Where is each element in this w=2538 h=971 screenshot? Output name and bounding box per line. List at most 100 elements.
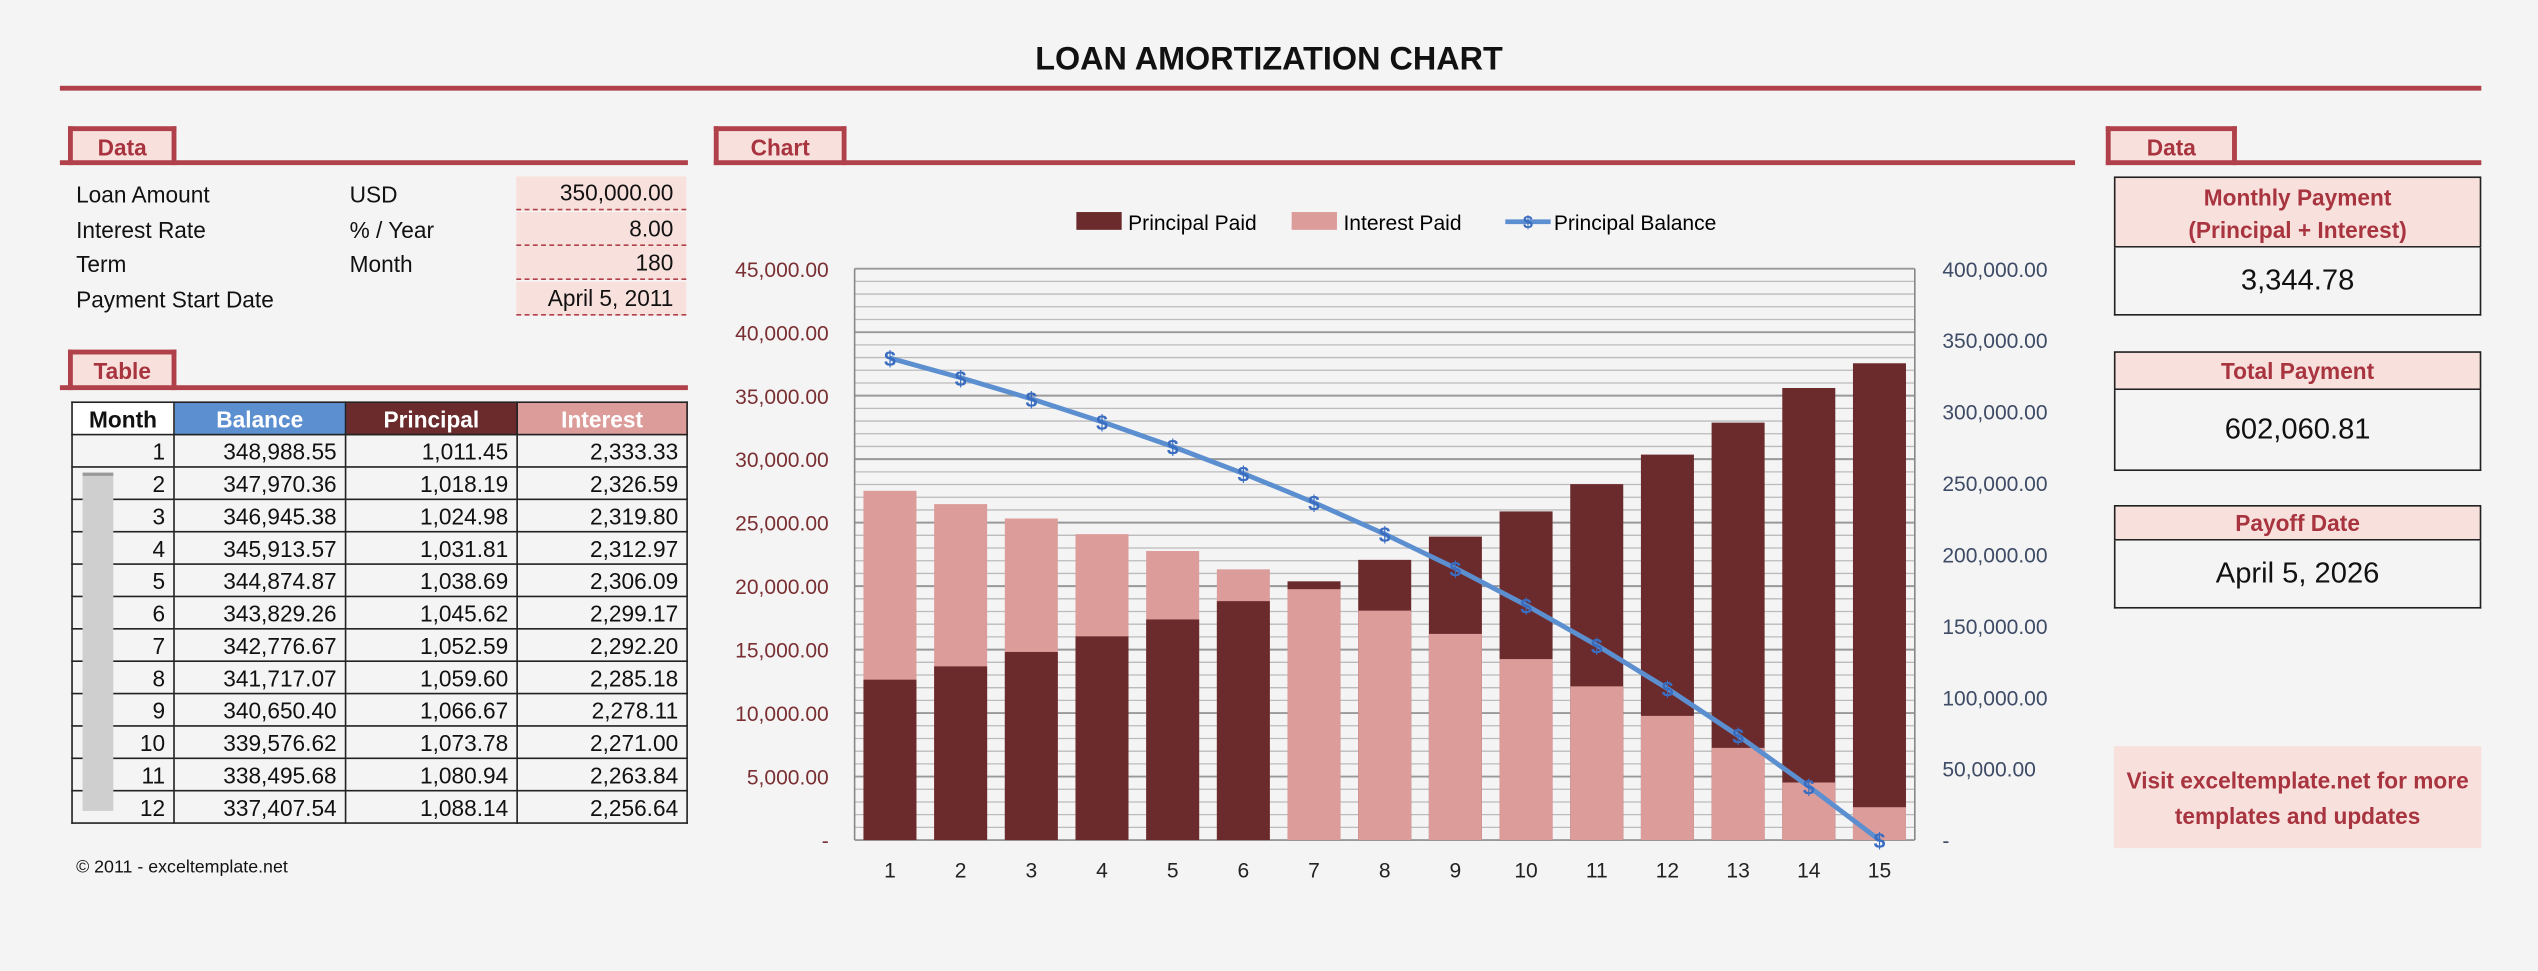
data-divider: [59, 160, 688, 166]
cell-principal[interactable]: 1,038.69: [344, 563, 518, 598]
balance-line: [889, 355, 1881, 842]
legend-interest-label: Interest Paid: [1343, 212, 1461, 235]
monthly-payment-sublabel: (Principal + Interest): [2188, 216, 2407, 243]
chart-tab[interactable]: Chart: [713, 126, 847, 166]
cell-principal[interactable]: 1,059.60: [344, 660, 518, 695]
cell-balance[interactable]: 340,650.40: [173, 692, 347, 727]
table-row: 10 339,576.62 1,073.78 2,271.00: [71, 725, 688, 760]
principal-bar: [1782, 387, 1836, 841]
month-scrollbar[interactable]: [82, 472, 114, 811]
table-row: 2 347,970.36 1,018.19 2,326.59: [71, 466, 688, 501]
table-row: 11 338,495.68 1,080.94 2,263.84: [71, 757, 688, 792]
x-axis-tick: 7: [1308, 859, 1320, 882]
promo-link[interactable]: Visit exceltemplate.net for more templat…: [2113, 746, 2482, 849]
balance-marker-dollar-icon: $: [1450, 558, 1462, 581]
principal-bar: [1004, 651, 1058, 841]
cell-principal[interactable]: 1,066.67: [344, 692, 518, 727]
balance-marker-dollar-icon: $: [1662, 679, 1674, 702]
total-payment-label: Total Payment: [2113, 351, 2482, 391]
legend-principal-label: Principal Paid: [1128, 212, 1257, 235]
loan-amount-label: Loan Amount: [76, 181, 210, 208]
monthly-payment-label: Monthly Payment: [2203, 184, 2392, 211]
balance-marker-dollar-icon: $: [884, 348, 896, 371]
header-interest: Interest: [516, 401, 688, 436]
table-row: 1 348,988.55 1,011.45 2,333.33: [71, 433, 688, 468]
cell-interest[interactable]: 2,333.33: [516, 433, 688, 468]
cell-principal[interactable]: 1,073.78: [344, 725, 518, 760]
x-axis-tick: 8: [1379, 859, 1391, 882]
x-axis-tick: 3: [1025, 859, 1037, 882]
table-tab[interactable]: Table: [67, 349, 177, 391]
balance-marker-dollar-icon: $: [1096, 412, 1108, 435]
interest-rate-label: Interest Rate: [76, 216, 206, 243]
left-axis-tick: 5,000.00: [747, 767, 829, 790]
x-axis-tick: 10: [1514, 859, 1537, 882]
cell-principal[interactable]: 1,018.19: [344, 466, 518, 501]
legend-principal-swatch: [1076, 212, 1122, 230]
page-title: LOAN AMORTIZATION CHART: [1035, 42, 1503, 78]
x-axis-tick: 11: [1586, 859, 1608, 882]
right-axis-tick: 100,000.00: [1942, 687, 2047, 710]
interest-bar: [1711, 747, 1765, 841]
balance-marker-dollar-icon: $: [1591, 635, 1603, 658]
table-divider: [59, 385, 688, 391]
interest-bar: [1570, 686, 1624, 841]
cell-balance[interactable]: 343,829.26: [173, 595, 347, 630]
cell-month[interactable]: 2: [71, 466, 175, 501]
legend-balance-label: Principal Balance: [1554, 212, 1717, 235]
x-axis-tick: 12: [1656, 859, 1679, 882]
cell-principal[interactable]: 1,088.14: [344, 789, 518, 824]
legend-balance-dollar-icon: $: [1523, 212, 1533, 232]
interest-bar: [1358, 610, 1412, 841]
right-axis-tick: 350,000.00: [1942, 330, 2047, 353]
data-tab[interactable]: Data: [67, 126, 177, 166]
cell-balance[interactable]: 345,913.57: [173, 530, 347, 565]
balance-marker-dollar-icon: $: [1167, 437, 1179, 460]
left-axis-tick: -: [822, 830, 829, 853]
start-date-input[interactable]: April 5, 2011: [516, 281, 687, 316]
table-row: 8 341,717.07 1,059.60 2,285.18: [71, 660, 688, 695]
cell-balance[interactable]: 337,407.54: [173, 789, 347, 824]
right-axis-tick: 200,000.00: [1942, 544, 2047, 567]
right-axis-tick: 400,000.00: [1942, 259, 2047, 282]
left-axis-tick: 40,000.00: [735, 322, 829, 345]
balance-marker-dollar-icon: $: [1520, 595, 1532, 618]
cell-interest[interactable]: 2,285.18: [516, 660, 688, 695]
title-divider: [59, 85, 2482, 91]
promo-line-1: Visit exceltemplate.net for more: [2126, 767, 2469, 794]
left-axis-tick: 35,000.00: [735, 386, 829, 409]
cell-interest[interactable]: 2,326.59: [516, 466, 688, 501]
payoff-date-label: Payoff Date: [2113, 505, 2482, 541]
principal-bar: [1216, 601, 1270, 841]
interest-bar: [1499, 659, 1553, 841]
right-axis-tick: -: [1942, 830, 1949, 853]
x-axis-tick: 4: [1096, 859, 1108, 882]
x-axis-tick: 9: [1450, 859, 1462, 882]
cell-interest[interactable]: 2,312.97: [516, 530, 688, 565]
loan-amount-input[interactable]: 350,000.00: [516, 176, 687, 211]
right-axis-tick: 300,000.00: [1942, 402, 2047, 425]
x-axis-tick: 6: [1238, 859, 1250, 882]
cell-balance[interactable]: 341,717.07: [173, 660, 347, 695]
cell-interest[interactable]: 2,292.20: [516, 628, 688, 663]
interest-rate-input[interactable]: 8.00: [516, 212, 687, 247]
cell-balance[interactable]: 347,970.36: [173, 466, 347, 501]
balance-marker-dollar-icon: $: [1025, 389, 1037, 412]
cell-balance[interactable]: 339,576.62: [173, 725, 347, 760]
summary-data-tab[interactable]: Data: [2105, 126, 2237, 166]
left-axis-tick: 10,000.00: [735, 703, 829, 726]
cell-interest[interactable]: 2,256.64: [516, 789, 688, 824]
cell-balance[interactable]: 338,495.68: [173, 757, 347, 792]
header-principal: Principal: [344, 401, 518, 436]
term-input[interactable]: 180: [516, 246, 687, 281]
header-month: Month: [71, 401, 175, 436]
x-axis-tick: 5: [1167, 859, 1179, 882]
header-balance: Balance: [173, 401, 347, 436]
start-date-label: Payment Start Date: [76, 286, 274, 313]
balance-marker-dollar-icon: $: [1308, 493, 1320, 516]
balance-marker-dollar-icon: $: [1379, 524, 1391, 547]
balance-marker-dollar-icon: $: [955, 368, 967, 391]
cell-principal[interactable]: 1,031.81: [344, 530, 518, 565]
